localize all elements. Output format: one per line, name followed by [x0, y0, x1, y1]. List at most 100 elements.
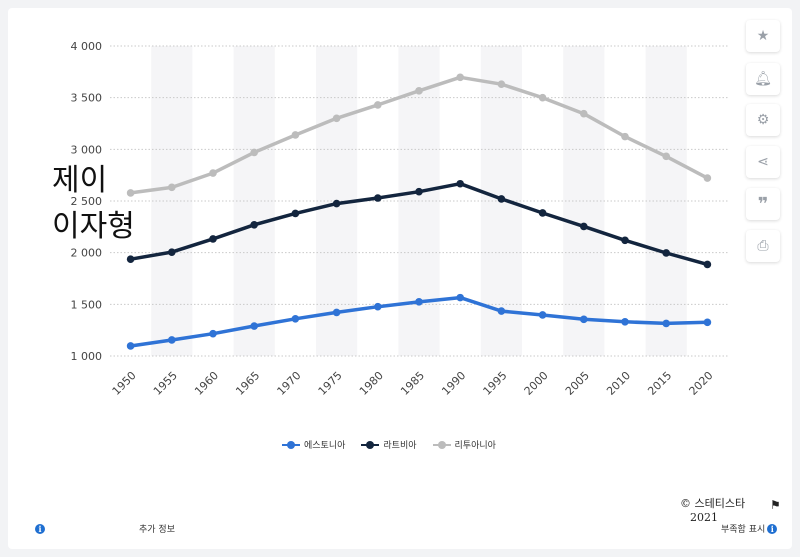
legend-item-lithuania[interactable]: 리투아니아 — [432, 438, 496, 451]
share-button[interactable]: ⋖ — [746, 146, 780, 178]
y-tick-label: 3 000 — [71, 143, 103, 156]
data-point — [538, 93, 547, 102]
data-point — [621, 317, 629, 326]
overlay-line-2: 이자형 — [52, 209, 135, 244]
y-tick-label: 2 000 — [71, 247, 103, 260]
data-point — [126, 342, 135, 350]
legend-marker — [432, 440, 451, 450]
star-icon: ★ — [756, 28, 770, 44]
data-point — [456, 293, 465, 302]
y-tick-label: 4 000 — [71, 40, 103, 53]
data-point — [374, 302, 382, 311]
x-tick-label: 2015 — [645, 369, 674, 398]
data-point — [621, 132, 629, 141]
legend-item-estonia[interactable]: 에스토니아 — [282, 438, 345, 451]
print-icon: ⎙ — [757, 238, 769, 254]
data-point — [580, 315, 588, 324]
data-point — [703, 318, 712, 327]
data-point — [580, 109, 588, 118]
data-point — [332, 199, 341, 208]
data-point — [209, 169, 217, 177]
x-tick-label: 1985 — [398, 369, 427, 398]
x-tick-label: 1975 — [316, 369, 345, 398]
data-point — [538, 311, 547, 319]
share-icon: ⋖ — [757, 154, 769, 170]
source-credit[interactable]: © 스테티스타 2021 — [680, 497, 745, 525]
data-point — [209, 235, 217, 243]
more-info-label: 추가 정보 — [139, 525, 175, 535]
print-button[interactable]: ⎙ — [746, 230, 780, 262]
overlay-line-1: 제이 — [52, 163, 108, 198]
data-point — [497, 80, 506, 89]
data-point — [168, 183, 176, 192]
y-tick-label: 1 500 — [71, 298, 103, 311]
x-tick-label: 2010 — [604, 369, 633, 398]
x-tick-label: 1965 — [233, 369, 262, 398]
data-point — [415, 298, 423, 306]
legend-label: 라트비아 — [383, 441, 417, 451]
more-info-link[interactable]: i 추가 정보 — [35, 522, 175, 535]
data-point — [126, 189, 135, 197]
data-point — [250, 148, 258, 157]
data-point — [456, 73, 465, 82]
data-point — [497, 307, 506, 315]
data-point — [580, 222, 588, 231]
cite-button[interactable]: ❞ — [746, 188, 780, 220]
x-tick-label: 1950 — [110, 369, 139, 398]
data-point — [374, 194, 382, 202]
data-point — [621, 236, 629, 245]
data-point — [291, 209, 300, 218]
data-point — [703, 260, 712, 269]
show-source-link[interactable]: 부족함 표시 i — [721, 522, 778, 535]
info-icon: i — [35, 523, 45, 534]
data-point — [291, 315, 300, 323]
show-source-label: 부족함 표시 — [721, 525, 766, 535]
y-tick-label: 3 500 — [71, 92, 103, 105]
data-point — [662, 319, 670, 328]
legend-label: 리투아니아 — [454, 441, 496, 451]
data-point — [662, 152, 670, 161]
data-point — [415, 87, 423, 95]
quote-icon: ❞ — [757, 193, 769, 215]
legend-item-latvia[interactable]: 라트비아 — [361, 438, 417, 451]
data-point — [332, 114, 341, 123]
x-tick-label: 2000 — [522, 369, 551, 398]
line-chart: 1 000 1 500 2 000 2 500 3 000 3 500 4 000 1950 1… — [71, 40, 728, 398]
data-point — [209, 329, 217, 338]
settings-button[interactable]: ⚙ — [746, 104, 780, 136]
y-tick-label: 1 000 — [71, 350, 103, 363]
x-tick-label: 1980 — [357, 369, 386, 398]
legend-marker — [282, 440, 300, 450]
x-tick-label: 2020 — [687, 369, 716, 398]
data-point — [497, 195, 506, 203]
data-point — [332, 308, 341, 317]
chart-card: 1 000 1 500 2 000 2 500 3 000 3 500 4 000 1950 1… — [8, 8, 792, 549]
flag-icon[interactable]: ⚑ — [770, 498, 781, 512]
y-tick-label: 2 500 — [71, 195, 103, 208]
x-tick-label: 2005 — [563, 369, 592, 398]
x-tick-label: 1970 — [275, 369, 304, 398]
data-point — [662, 249, 670, 257]
x-tick-label: 1990 — [439, 369, 468, 398]
source-year: 2021 — [690, 511, 718, 524]
data-point — [374, 101, 382, 109]
data-point — [456, 179, 465, 188]
data-point — [703, 174, 712, 182]
plot-band — [151, 46, 193, 356]
data-point — [291, 131, 300, 139]
data-point — [250, 220, 258, 229]
data-point — [250, 322, 258, 330]
data-point — [168, 336, 176, 344]
gear-icon: ⚙ — [756, 112, 770, 128]
favorite-button[interactable]: ★ — [746, 20, 780, 52]
chart-legend: 에스토니아 라트비아 리투아니아 — [282, 438, 496, 451]
bell-icon: 🔔︎ — [754, 71, 772, 87]
x-tick-label: 1955 — [151, 369, 180, 398]
x-tick-label: 1995 — [481, 369, 510, 398]
x-tick-label: 1960 — [192, 369, 221, 398]
info-icon: i — [767, 523, 778, 534]
source-name: © 스테티스타 — [680, 497, 746, 510]
data-point — [168, 248, 176, 256]
notification-button[interactable]: 🔔︎ — [746, 63, 780, 95]
plot-band — [645, 46, 687, 356]
